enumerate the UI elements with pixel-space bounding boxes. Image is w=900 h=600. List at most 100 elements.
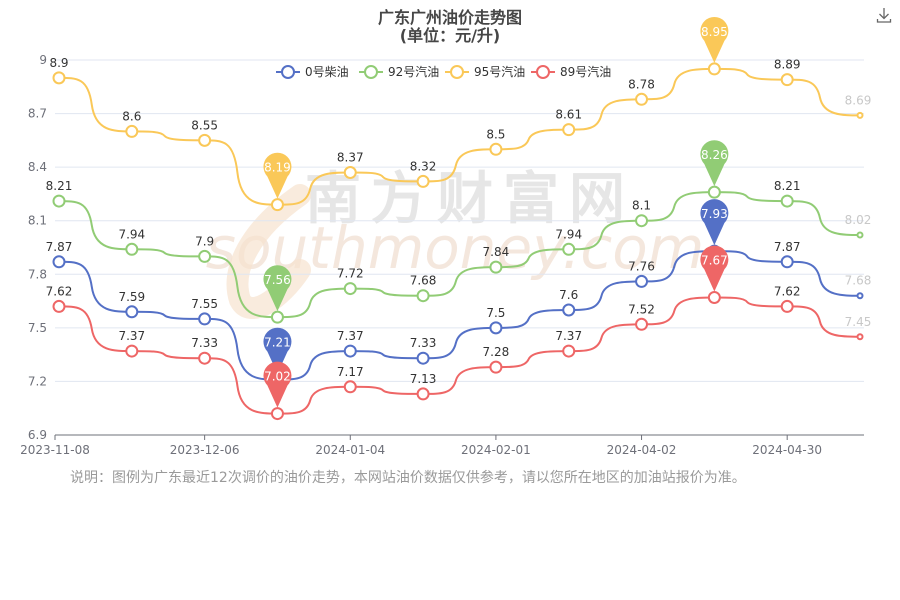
data-label: 8.69 <box>845 93 872 107</box>
marker-pin: 7.21 <box>263 327 292 374</box>
y-tick-label: 9 <box>39 53 47 67</box>
data-label: 7.94 <box>555 227 582 241</box>
data-point <box>52 255 66 269</box>
data-point <box>707 291 721 304</box>
legend-marker <box>364 65 378 79</box>
marker-pin-shape <box>700 245 729 292</box>
data-point <box>270 407 284 421</box>
data-label: 8.21 <box>774 179 801 193</box>
data-point <box>489 321 503 335</box>
data-label: 7.52 <box>628 302 655 316</box>
data-point <box>856 231 864 239</box>
marker-pin-shape <box>263 327 292 374</box>
data-point <box>198 312 212 326</box>
series-line <box>58 250 861 381</box>
data-point <box>562 303 576 317</box>
data-label: 8.89 <box>774 58 801 72</box>
data-label: 7.5 <box>486 306 505 320</box>
legend-label: 92号汽油 <box>388 64 439 79</box>
download-icon[interactable] <box>876 7 892 23</box>
data-label: 7.87 <box>46 240 73 254</box>
y-tick-label: 6.9 <box>28 428 47 442</box>
marker-pin: 7.93 <box>700 199 729 246</box>
data-label: 8.61 <box>555 108 582 122</box>
chart-subtitle: (单位：元/升) <box>399 26 501 45</box>
data-label: 7.9 <box>195 234 214 248</box>
y-tick-label: 7.8 <box>28 267 47 281</box>
data-label: 7.17 <box>337 365 364 379</box>
series-line <box>58 191 861 319</box>
series-line <box>58 67 861 206</box>
data-label: 7.94 <box>118 227 145 241</box>
data-point <box>635 214 649 228</box>
data-point <box>343 166 357 179</box>
data-point <box>562 123 576 137</box>
data-point <box>125 242 139 256</box>
x-tick-label: 2023-12-06 <box>170 443 240 457</box>
data-label: 7.28 <box>483 345 510 359</box>
data-label: 7.45 <box>845 315 872 329</box>
data-label: 7.87 <box>774 240 801 254</box>
data-point <box>489 360 503 374</box>
data-point <box>707 62 721 76</box>
data-point <box>489 142 503 156</box>
data-point <box>416 351 430 365</box>
data-label: 7.13 <box>410 372 437 386</box>
data-point <box>343 380 357 394</box>
data-label: 8.6 <box>122 109 141 123</box>
marker-pin-label: 7.56 <box>264 273 291 287</box>
data-label: 7.33 <box>410 336 437 350</box>
data-label: 7.72 <box>337 267 364 281</box>
marker-pin: 8.26 <box>700 140 729 187</box>
data-point <box>343 282 357 296</box>
data-point <box>635 317 649 331</box>
data-label: 7.59 <box>118 290 145 304</box>
oil-price-chart: 南方财富网southmoney.com6.97.27.57.88.18.48.7… <box>20 17 872 457</box>
legend-label: 95号汽油 <box>474 64 525 79</box>
y-tick-label: 8.1 <box>28 214 47 228</box>
y-tick-label: 7.5 <box>28 321 47 335</box>
data-point <box>198 133 212 147</box>
marker-pin-shape <box>700 140 729 187</box>
marker-pin-label: 8.95 <box>701 25 728 39</box>
data-point <box>635 92 649 106</box>
data-label: 7.62 <box>46 284 73 298</box>
data-point <box>562 344 576 358</box>
data-label: 7.84 <box>483 245 510 259</box>
data-point <box>52 71 66 85</box>
legend-marker <box>450 65 464 79</box>
marker-pin-shape <box>700 199 729 246</box>
data-point <box>780 255 794 269</box>
legend-label: 0号柴油 <box>305 65 349 79</box>
data-label: 7.37 <box>118 329 145 343</box>
marker-pin-shape <box>263 265 292 312</box>
x-tick-label: 2024-02-01 <box>461 443 531 457</box>
data-label: 7.37 <box>555 329 582 343</box>
data-label: 8.21 <box>46 179 73 193</box>
data-label: 7.33 <box>191 336 218 350</box>
data-label: 8.5 <box>486 127 505 141</box>
data-label: 8.32 <box>410 159 437 173</box>
data-label: 7.6 <box>559 288 578 302</box>
marker-pin: 8.19 <box>263 152 292 199</box>
y-tick-label: 7.2 <box>28 374 47 388</box>
data-label: 8.02 <box>845 213 872 227</box>
data-label: 7.37 <box>337 329 364 343</box>
chart-note: 说明：图例为广东最近12次调价的油价走势，本网站油价数据仅供参考，请以您所在地区… <box>70 470 746 486</box>
data-label: 7.76 <box>628 259 655 273</box>
marker-pin-label: 7.67 <box>701 254 728 268</box>
data-point <box>635 274 649 288</box>
marker-pin: 7.02 <box>263 361 292 408</box>
data-point <box>562 242 576 256</box>
data-label: 8.37 <box>337 151 364 165</box>
data-label: 7.68 <box>410 274 437 288</box>
data-point <box>125 305 139 319</box>
data-label: 8.78 <box>628 77 655 91</box>
x-tick-label: 2024-04-30 <box>752 443 822 457</box>
marker-pin-label: 7.21 <box>264 336 291 350</box>
data-label: 8.1 <box>632 199 651 213</box>
data-point <box>856 111 864 119</box>
data-point <box>780 73 794 87</box>
series-line <box>58 296 861 415</box>
marker-pin: 8.95 <box>700 17 729 63</box>
